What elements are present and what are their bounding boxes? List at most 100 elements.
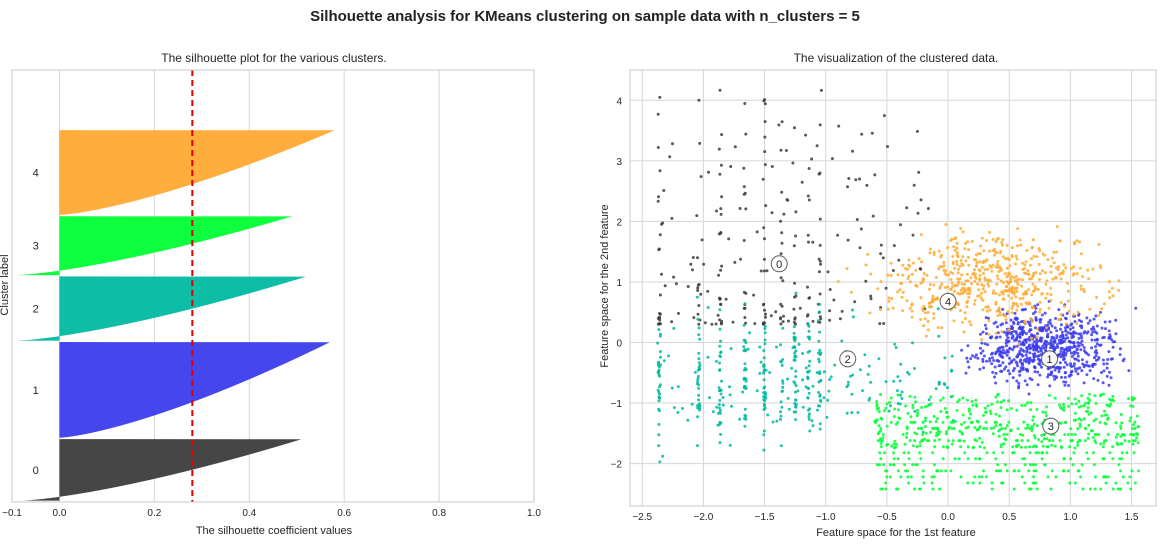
scatter-point-cluster-3 [892,415,896,418]
scatter-point-cluster-3 [905,427,909,431]
scatter-point-cluster-3 [1120,457,1124,461]
scatter-point-cluster-3 [951,439,955,443]
scatter-point-cluster-4 [986,305,990,309]
scatter-point-cluster-3 [1133,420,1137,424]
scatter-point-cluster-4 [1004,318,1008,322]
scatter-point-cluster-4 [845,267,849,271]
scatter-point-cluster-4 [983,278,987,282]
scatter-point-cluster-3 [879,487,883,491]
scatter-point-cluster-1 [1114,332,1118,336]
scatter-point-cluster-2 [719,388,723,392]
scatter-point-cluster-4 [980,265,984,269]
scatter-xtick-label: 0.0 [941,512,955,523]
scatter-point-cluster-4 [1003,289,1006,293]
scatter-point-cluster-1 [1064,380,1068,384]
scatter-point-cluster-1 [1022,330,1026,334]
scatter-point-cluster-1 [960,348,964,352]
scatter-point-cluster-1 [988,359,992,363]
scatter-point-cluster-2 [763,324,767,328]
scatter-point-cluster-2 [697,361,701,365]
scatter-point-cluster-3 [1133,427,1137,430]
scatter-point-cluster-4 [928,251,932,255]
scatter-point-cluster-4 [864,263,868,267]
scatter-point-cluster-1 [1070,355,1074,358]
silhouette-xtick-label: 1.0 [527,508,541,519]
scatter-point-cluster-1 [1063,360,1067,364]
scatter-point-cluster-0 [779,219,783,223]
scatter-point-cluster-3 [953,419,957,423]
scatter-point-cluster-3 [920,406,924,409]
scatter-point-cluster-3 [1084,427,1088,430]
scatter-point-cluster-4 [940,282,944,286]
scatter-point-cluster-1 [997,359,1001,363]
scatter-point-cluster-3 [998,414,1001,418]
scatter-point-cluster-0 [879,243,883,247]
scatter-point-cluster-1 [1071,326,1075,330]
scatter-point-cluster-1 [1076,351,1080,355]
scatter-point-cluster-2 [662,359,666,363]
scatter-point-cluster-4 [908,280,912,284]
scatter-point-cluster-2 [817,360,821,364]
scatter-point-cluster-1 [1077,332,1081,336]
scatter-point-cluster-3 [1120,421,1124,425]
scatter-point-cluster-2 [851,308,854,312]
scatter-point-cluster-4 [978,294,982,298]
scatter-point-cluster-3 [1102,475,1106,479]
scatter-point-cluster-3 [1040,433,1044,437]
scatter-point-cluster-1 [1015,379,1019,383]
scatter-point-cluster-4 [1033,285,1037,289]
scatter-point-cluster-4 [1062,263,1066,267]
scatter-point-cluster-4 [1005,266,1009,270]
scatter-point-cluster-3 [935,417,939,421]
scatter-point-cluster-3 [1067,404,1071,408]
scatter-point-cluster-2 [719,432,723,436]
scatter-point-cluster-4 [1030,336,1034,340]
scatter-point-cluster-1 [1083,363,1087,367]
scatter-point-cluster-4 [940,253,943,257]
scatter-point-cluster-1 [992,359,996,362]
scatter-point-cluster-4 [1049,293,1053,296]
scatter-point-cluster-2 [807,369,811,373]
scatter-point-cluster-0 [697,283,701,286]
scatter-point-cluster-4 [1018,238,1022,242]
scatter-point-cluster-3 [1073,446,1077,450]
scatter-point-cluster-1 [1059,323,1063,327]
scatter-point-cluster-4 [1027,288,1031,292]
scatter-point-cluster-0 [763,163,767,167]
scatter-point-cluster-4 [1021,296,1025,300]
scatter-point-cluster-3 [994,469,998,473]
scatter-point-cluster-2 [714,359,718,363]
scatter-point-cluster-1 [1059,355,1063,359]
scatter-point-cluster-4 [869,272,873,276]
silhouette-xtick-label: 0.6 [337,508,351,519]
scatter-point-cluster-4 [1032,289,1036,293]
scatter-point-cluster-3 [943,407,947,410]
scatter-point-cluster-1 [1011,376,1015,380]
scatter-point-cluster-1 [1113,340,1117,344]
scatter-point-cluster-0 [717,273,721,277]
scatter-point-cluster-1 [989,336,993,340]
scatter-point-cluster-4 [944,223,948,226]
scatter-point-cluster-2 [696,415,699,419]
scatter-point-cluster-4 [914,283,918,287]
scatter-point-cluster-4 [1007,272,1011,276]
scatter-point-cluster-3 [1087,401,1091,405]
scatter-point-cluster-0 [784,149,788,152]
scatter-point-cluster-4 [937,267,941,271]
scatter-point-cluster-3 [909,415,913,419]
scatter-point-cluster-1 [1000,355,1004,359]
scatter-point-cluster-3 [939,469,943,473]
scatter-point-cluster-0 [869,297,873,301]
scatter-point-cluster-3 [909,420,913,424]
scatter-point-cluster-3 [974,398,978,402]
scatter-point-cluster-4 [987,319,991,323]
scatter-point-cluster-4 [980,291,984,295]
scatter-point-cluster-4 [987,332,991,336]
scatter-point-cluster-2 [743,302,747,306]
scatter-point-cluster-0 [658,95,662,99]
scatter-point-cluster-0 [677,311,680,315]
scatter-point-cluster-2 [808,335,811,339]
scatter-point-cluster-1 [1011,326,1014,330]
scatter-point-cluster-0 [697,304,701,307]
scatter-point-cluster-1 [1069,351,1073,355]
